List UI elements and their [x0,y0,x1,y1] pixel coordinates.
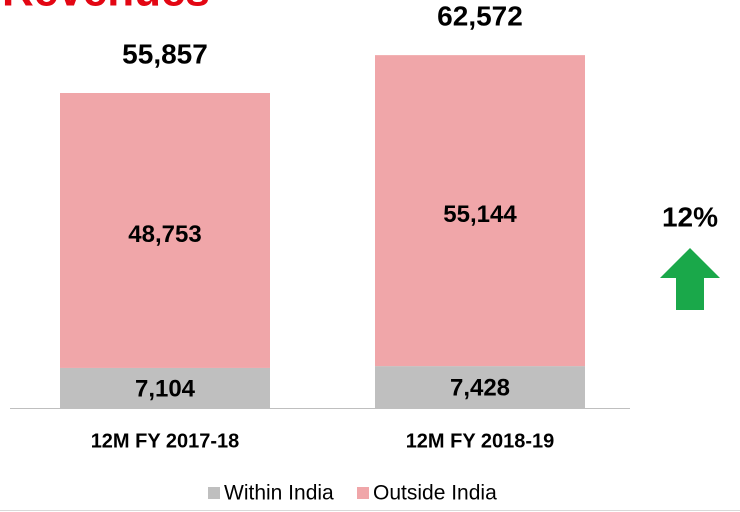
legend-label: Within India [224,482,334,505]
bar-segment [375,366,585,408]
bar-segment [375,55,585,367]
growth-label: 12% [662,201,718,232]
legend-swatch [357,487,369,499]
bar-segment [60,93,270,368]
x-tick-label: 12M FY 2017-18 [91,430,240,452]
up-arrow [660,248,720,310]
segment-label: 55,144 [443,201,517,228]
segment-label: 48,753 [128,221,201,248]
legend-swatch [208,487,220,499]
total-label: 55,857 [122,38,208,69]
bar-segment [60,367,270,408]
chart-title: Revenues [2,0,210,16]
segment-label: 7,428 [450,374,510,401]
legend-label: Outside India [373,482,497,505]
x-tick-label: 12M FY 2018-19 [406,430,555,452]
total-label: 62,572 [437,1,523,32]
segment-label: 7,104 [135,375,196,402]
